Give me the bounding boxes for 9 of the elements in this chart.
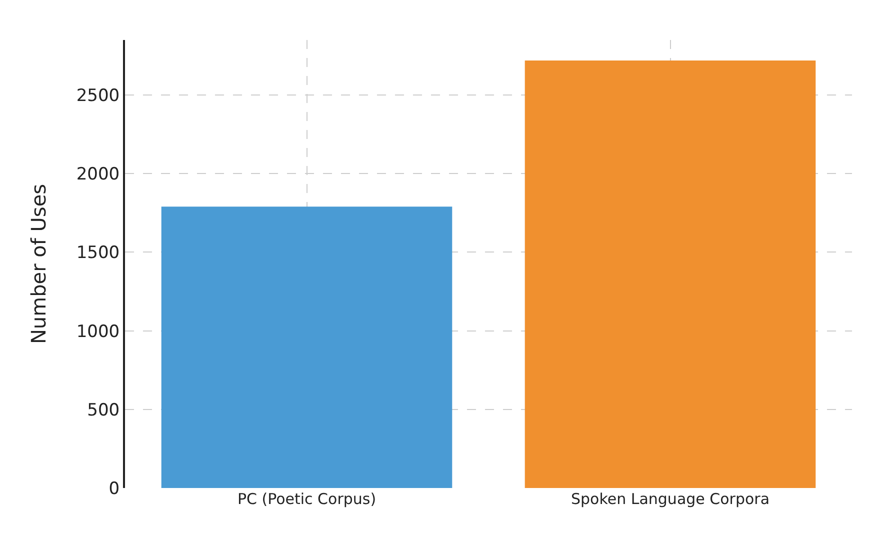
y-tick-label: 2000: [76, 164, 120, 185]
y-tick-label: 1000: [76, 322, 120, 342]
y-tick-label: 0: [108, 478, 120, 499]
y-axis-title: Number of Uses: [26, 184, 50, 344]
x-tick-label: PC (Poetic Corpus): [237, 490, 376, 508]
y-tick-label: 2500: [76, 86, 120, 106]
y-tick-label: 500: [87, 400, 120, 420]
x-tick-label: Spoken Language Corpora: [570, 490, 770, 508]
y-tick-label: 1500: [76, 243, 120, 264]
